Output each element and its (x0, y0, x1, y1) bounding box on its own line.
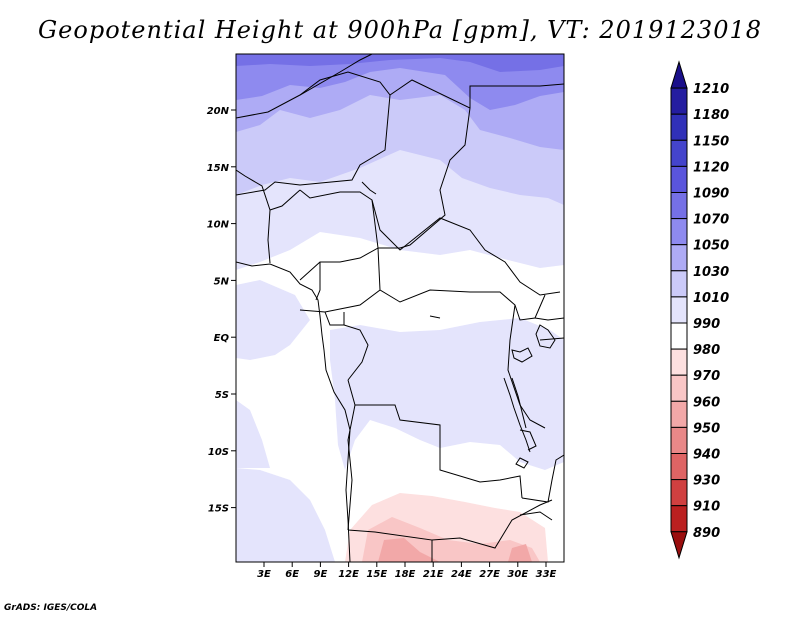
colorbar-label: 1090 (693, 187, 729, 202)
colorbar-label: 980 (693, 343, 720, 358)
height-contours (236, 54, 564, 562)
colorbar-label: 1030 (693, 265, 729, 280)
colorbar-label: 1120 (693, 160, 729, 175)
latitude-axis: 20N 15N 10N 5N EQ 5S 10S 15S (207, 106, 236, 515)
colorbar-segment (670, 244, 688, 272)
longitude-axis: 3E 6E 9E 12E 15E 18E 21E 24E 27E 30E 33E (257, 562, 557, 580)
lat-tick-label: 10N (207, 220, 230, 231)
colorbar-label: 930 (693, 474, 720, 489)
colorbar-label: 950 (693, 421, 720, 436)
lat-tick-label: 15N (207, 163, 230, 174)
colorbar-segment (670, 505, 688, 533)
colorbar-label: 990 (693, 317, 720, 332)
lon-tick-label: 33E (536, 569, 557, 580)
colorbar-segment (670, 192, 688, 220)
country-borders (236, 54, 564, 562)
map-title: Geopotential Height at 900hPa [gpm], VT:… (38, 16, 762, 44)
colorbar-segment (670, 453, 688, 481)
colorbar-segment (670, 87, 688, 115)
colorbar-label: 1050 (693, 239, 729, 254)
colorbar-label: 1150 (693, 134, 729, 149)
colorbar-label: 960 (693, 395, 720, 410)
colorbar-label: 1070 (693, 213, 729, 228)
colorbar-segment (670, 270, 688, 298)
lon-tick-label: 30E (507, 569, 528, 580)
map-frame (235, 53, 565, 563)
lat-tick-label: EQ (214, 333, 230, 344)
colorbar-label: 910 (693, 500, 720, 515)
colorbar-bottom-arrow (670, 531, 688, 560)
lon-tick-label: 12E (338, 569, 359, 580)
lon-tick-label: 15E (366, 569, 387, 580)
colorbar-segment (670, 296, 688, 324)
lat-tick-label: 20N (207, 106, 230, 117)
lat-tick-label: 10S (208, 447, 229, 458)
colorbar-label: 970 (693, 369, 720, 384)
colorbar-label: 1210 (693, 82, 729, 97)
lat-tick-label: 5N (214, 276, 230, 287)
colorbar-segment (670, 165, 688, 193)
colorbar-segment (670, 374, 688, 402)
coastlines (236, 181, 556, 562)
lon-tick-label: 18E (395, 569, 416, 580)
colorbar-label: 1010 (693, 291, 729, 306)
colorbar-top-arrow (670, 60, 688, 89)
credit-text: GrADS: IGES/COLA (4, 603, 98, 613)
lat-tick-label: 15S (208, 504, 229, 515)
colorbar-segment (670, 322, 688, 350)
colorbar-segment (670, 479, 688, 507)
colorbar-segment (670, 113, 688, 141)
map-panel (236, 54, 564, 562)
colorbar-segment (670, 218, 688, 246)
colorbar-segment (670, 139, 688, 167)
lon-tick-label: 9E (314, 569, 328, 580)
colorbar-label: 890 (693, 526, 720, 541)
colorbar: 1210 1180 1150 1120 1090 1070 1050 1030 1010 990 9… (670, 60, 729, 560)
colorbar-segment (670, 348, 688, 376)
colorbar-segment (670, 400, 688, 428)
lon-tick-label: 21E (423, 569, 444, 580)
colorbar-label: 940 (693, 448, 720, 463)
colorbar-label: 1180 (693, 108, 729, 123)
lat-tick-label: 5S (215, 390, 229, 401)
lon-tick-label: 6E (285, 569, 299, 580)
lon-tick-label: 27E (479, 569, 500, 580)
colorbar-segment (670, 426, 688, 454)
lon-tick-label: 3E (257, 569, 271, 580)
lon-tick-label: 24E (451, 569, 472, 580)
